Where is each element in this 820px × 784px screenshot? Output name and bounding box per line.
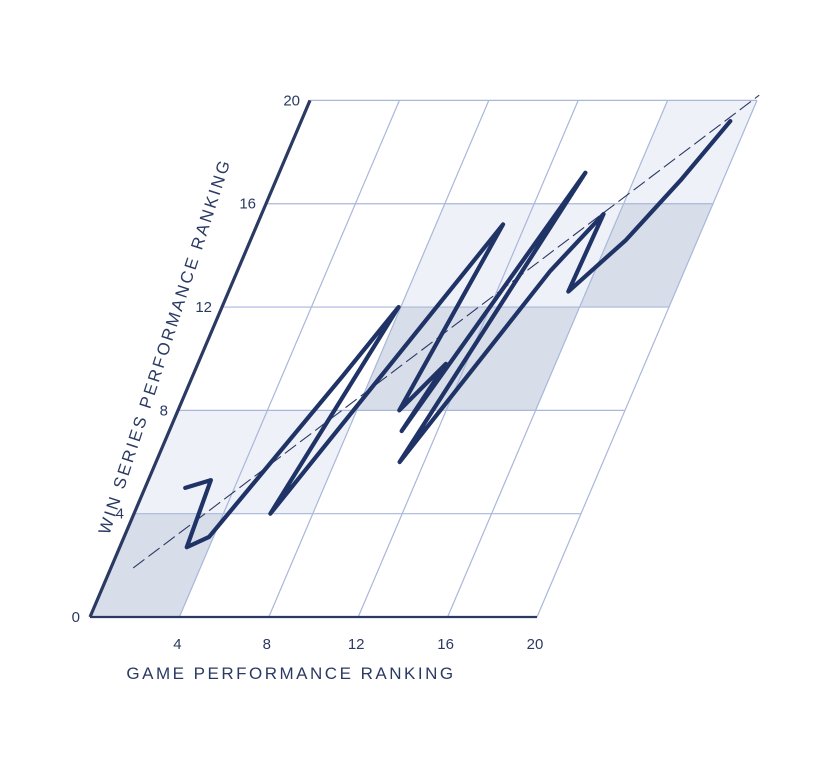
y-tick-label: 20 (283, 92, 300, 109)
reference-line (132, 94, 760, 569)
chart-series (183, 118, 733, 550)
grid-line-x (536, 100, 758, 618)
y-tick-label: 12 (195, 299, 212, 316)
x-axis-label: GAME PERFORMANCE RANKING (126, 664, 455, 683)
band-light (623, 100, 757, 204)
y-tick-label: 4 (116, 506, 124, 523)
y-tick-labels: 0 4 8 12 16 20 (72, 92, 300, 626)
grid-line-x (447, 100, 669, 618)
series-line (183, 118, 733, 550)
reference-line-group (132, 94, 760, 569)
x-tick-label: 4 (173, 636, 181, 653)
chart-axes (88, 99, 537, 619)
y-axis (88, 99, 312, 618)
x-tick-label: 12 (348, 636, 365, 653)
x-tick-label: 20 (527, 636, 544, 653)
y-tick-label: 8 (160, 402, 168, 419)
grid-line-x (268, 100, 490, 618)
x-tick-label: 16 (437, 636, 454, 653)
x-tick-labels: 4 8 12 16 20 (173, 636, 543, 653)
x-tick-label: 8 (263, 636, 271, 653)
y-tick-label: 0 (72, 609, 80, 626)
y-tick-label: 16 (239, 196, 256, 213)
